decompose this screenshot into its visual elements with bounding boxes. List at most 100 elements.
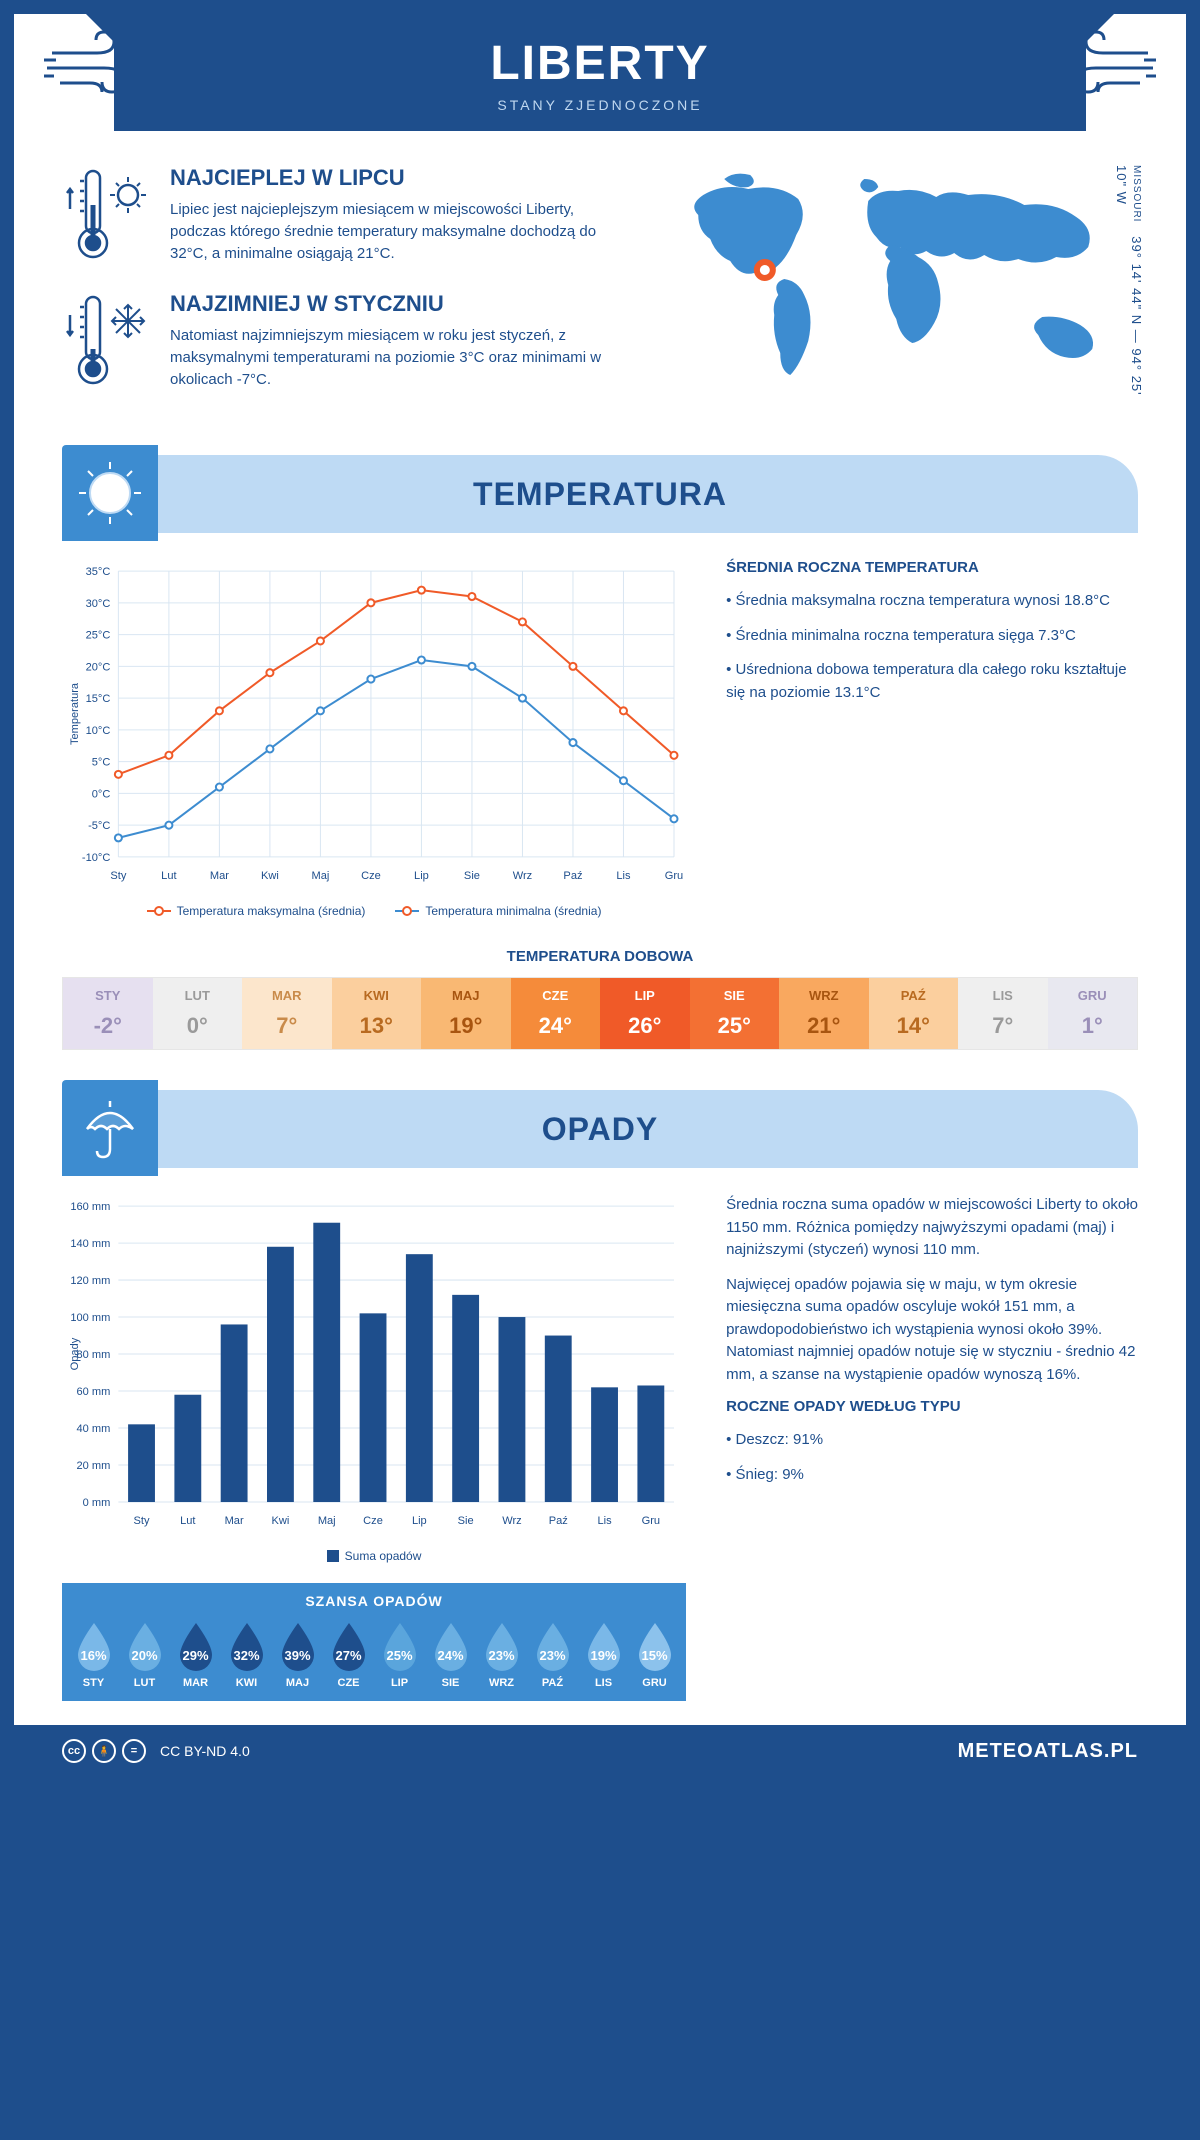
fact-cold-title: NAJZIMNIEJ W STYCZNIU: [170, 291, 622, 317]
svg-text:-10°C: -10°C: [82, 852, 110, 864]
fact-hottest: NAJCIEPLEJ W LIPCU Lipiec jest najcieple…: [62, 165, 622, 265]
precip-para1: Średnia roczna suma opadów w miejscowośc…: [726, 1194, 1138, 1262]
section-band-temperature: TEMPERATURA: [62, 455, 1138, 533]
heat-cell: KWI13°: [332, 978, 422, 1049]
drop-item: 15%GRU: [629, 1619, 680, 1689]
daily-temp-title: TEMPERATURA DOBOWA: [14, 948, 1186, 965]
thermometer-hot-icon: [62, 165, 152, 265]
drop-band-title: SZANSA OPADÓW: [62, 1593, 686, 1609]
svg-text:Sie: Sie: [458, 1515, 474, 1527]
drop-item: 20%LUT: [119, 1619, 170, 1689]
svg-text:Cze: Cze: [361, 870, 381, 882]
svg-text:Opady: Opady: [69, 1337, 81, 1370]
svg-text:40 mm: 40 mm: [77, 1423, 111, 1435]
svg-text:35°C: 35°C: [86, 566, 111, 578]
svg-text:Cze: Cze: [363, 1515, 383, 1527]
drop-item: 27%CZE: [323, 1619, 374, 1689]
temp-side-point: • Średnia maksymalna roczna temperatura …: [726, 590, 1138, 613]
svg-text:10°C: 10°C: [86, 725, 111, 737]
heat-cell: WRZ21°: [779, 978, 869, 1049]
thermometer-cold-icon: [62, 291, 152, 391]
svg-text:Gru: Gru: [642, 1515, 660, 1527]
drop-item: 39%MAJ: [272, 1619, 323, 1689]
svg-text:Mar: Mar: [210, 870, 229, 882]
svg-text:30°C: 30°C: [86, 598, 111, 610]
svg-text:Maj: Maj: [312, 870, 330, 882]
region-label: MISSOURI: [1131, 165, 1142, 222]
svg-text:Lip: Lip: [412, 1515, 427, 1527]
fact-coldest: NAJZIMNIEJ W STYCZNIU Natomiast najzimni…: [62, 291, 622, 391]
drop-item: 24%SIE: [425, 1619, 476, 1689]
svg-text:60 mm: 60 mm: [77, 1386, 111, 1398]
drop-item: 23%WRZ: [476, 1619, 527, 1689]
svg-text:Lis: Lis: [597, 1515, 612, 1527]
city-name: LIBERTY: [114, 36, 1086, 91]
heat-cell: LIP26°: [600, 978, 690, 1049]
drop-item: 25%LIP: [374, 1619, 425, 1689]
precip-chart-legend: Suma opadów: [62, 1549, 686, 1563]
svg-text:Kwi: Kwi: [261, 870, 279, 882]
temp-chart-legend: .lg-swatch:nth-child(1)::before{border-c…: [62, 904, 686, 918]
heat-cell: SIE25°: [690, 978, 780, 1049]
temp-side-point: • Średnia minimalna roczna temperatura s…: [726, 625, 1138, 648]
drop-item: 32%KWI: [221, 1619, 272, 1689]
heat-cell: LUT0°: [153, 978, 243, 1049]
svg-text:-5°C: -5°C: [88, 820, 110, 832]
svg-text:Lut: Lut: [180, 1515, 195, 1527]
brand-name: METEOATLAS.PL: [958, 1740, 1138, 1763]
heat-cell: MAR7°: [242, 978, 332, 1049]
svg-text:Maj: Maj: [318, 1515, 336, 1527]
sun-icon: [62, 445, 158, 541]
svg-text:20 mm: 20 mm: [77, 1460, 111, 1472]
footer: cc 🧍 = CC BY-ND 4.0 METEOATLAS.PL: [14, 1725, 1186, 1777]
svg-text:Lip: Lip: [414, 870, 429, 882]
svg-text:Paź: Paź: [563, 870, 582, 882]
svg-text:Wrz: Wrz: [513, 870, 532, 882]
umbrella-icon: [62, 1080, 158, 1176]
legend-max: Temperatura maksymalna (średnia): [177, 904, 366, 918]
cc-icon: cc: [62, 1739, 86, 1763]
coordinates: MISSOURI 39° 14' 44" N — 94° 25' 10" W: [1114, 165, 1144, 417]
svg-text:80 mm: 80 mm: [77, 1349, 111, 1361]
svg-text:Sty: Sty: [134, 1515, 150, 1527]
svg-text:15°C: 15°C: [86, 693, 111, 705]
svg-text:Gru: Gru: [665, 870, 683, 882]
precip-types-title: ROCZNE OPADY WEDŁUG TYPU: [726, 1398, 1138, 1415]
fact-hot-text: Lipiec jest najcieplejszym miesiącem w m…: [170, 199, 622, 264]
drop-item: 19%LIS: [578, 1619, 629, 1689]
drop-item: 29%MAR: [170, 1619, 221, 1689]
fact-cold-text: Natomiast najzimniejszym miesiącem w rok…: [170, 325, 622, 390]
precip-para2: Najwięcej opadów pojawia się w maju, w t…: [726, 1274, 1138, 1387]
svg-text:Sie: Sie: [464, 870, 480, 882]
svg-text:160 mm: 160 mm: [70, 1201, 110, 1213]
license-badges: cc 🧍 = CC BY-ND 4.0: [62, 1739, 250, 1763]
drop-item: 16%STY: [68, 1619, 119, 1689]
country-name: STANY ZJEDNOCZONE: [114, 97, 1086, 113]
license-text: CC BY-ND 4.0: [160, 1743, 250, 1759]
svg-text:140 mm: 140 mm: [70, 1238, 110, 1250]
legend-precip: Suma opadów: [345, 1549, 422, 1563]
temperature-line-chart: -10°C-5°C0°C5°C10°C15°C20°C25°C30°C35°CS…: [62, 559, 686, 891]
svg-text:Paź: Paź: [549, 1515, 568, 1527]
precipitation-bar-chart: 0 mm20 mm40 mm60 mm80 mm100 mm120 mm140 …: [62, 1194, 686, 1536]
heat-cell: STY-2°: [63, 978, 153, 1049]
by-icon: 🧍: [92, 1739, 116, 1763]
fact-hot-title: NAJCIEPLEJ W LIPCU: [170, 165, 622, 191]
daily-temp-table: STY-2°LUT0°MAR7°KWI13°MAJ19°CZE24°LIP26°…: [62, 977, 1138, 1050]
section-title-precip: OPADY: [542, 1111, 658, 1148]
svg-text:0°C: 0°C: [92, 788, 111, 800]
heat-cell: LIS7°: [958, 978, 1048, 1049]
svg-text:Wrz: Wrz: [502, 1515, 521, 1527]
header-band: LIBERTY STANY ZJEDNOCZONE: [114, 14, 1086, 131]
temp-side-point: • Uśredniona dobowa temperatura dla całe…: [726, 659, 1138, 704]
heat-cell: CZE24°: [511, 978, 601, 1049]
drop-item: 23%PAŹ: [527, 1619, 578, 1689]
precip-type-line: • Deszcz: 91%: [726, 1429, 1138, 1452]
svg-text:100 mm: 100 mm: [70, 1312, 110, 1324]
svg-text:Lis: Lis: [616, 870, 631, 882]
world-map: [658, 165, 1138, 415]
svg-text:120 mm: 120 mm: [70, 1275, 110, 1287]
nd-icon: =: [122, 1739, 146, 1763]
precip-type-line: • Śnieg: 9%: [726, 1464, 1138, 1487]
temp-side-title: ŚREDNIA ROCZNA TEMPERATURA: [726, 559, 1138, 576]
